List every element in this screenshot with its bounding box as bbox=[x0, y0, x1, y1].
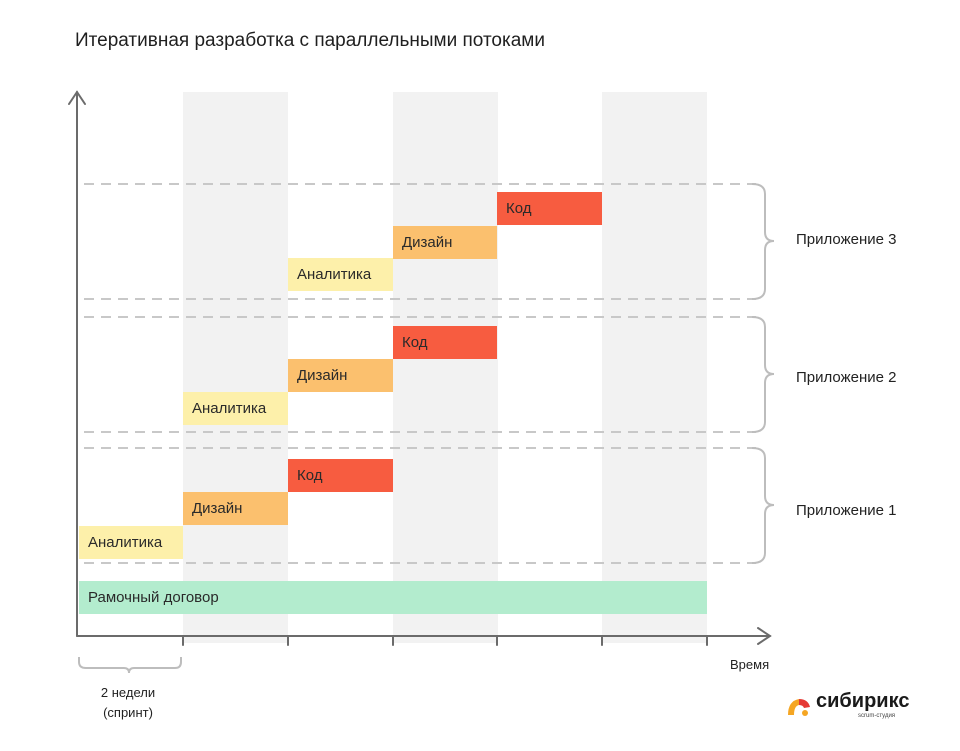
sprint-note-line-2: (спринт) bbox=[103, 705, 153, 720]
app-3-code: Код bbox=[497, 192, 602, 225]
sprint-band bbox=[393, 92, 498, 643]
brand-logo-name: сибирикс bbox=[816, 690, 910, 712]
y-axis-arrow bbox=[68, 90, 86, 105]
framework-bar: Рамочный договор bbox=[79, 581, 707, 614]
app-3-brace bbox=[751, 183, 775, 300]
brand-logo-icon bbox=[788, 699, 810, 716]
app-1-label: Приложение 1 bbox=[796, 502, 897, 519]
app-1-design: Дизайн bbox=[183, 492, 288, 525]
app-2-code: Код bbox=[393, 326, 497, 359]
sprint-band bbox=[183, 92, 288, 643]
x-axis-arrow bbox=[757, 627, 772, 645]
app-2-label: Приложение 2 bbox=[796, 369, 897, 386]
app-3-analytics: Аналитика bbox=[288, 258, 393, 291]
x-axis-label: Время bbox=[730, 657, 770, 672]
app-1-analytics: Аналитика bbox=[79, 526, 183, 559]
app-2-design: Дизайн bbox=[288, 359, 393, 392]
app-1-brace bbox=[751, 447, 775, 564]
sprint-note: 2 недели (спринт) bbox=[80, 683, 176, 723]
sprint-band bbox=[602, 92, 707, 643]
app-2-analytics: Аналитика bbox=[183, 392, 288, 425]
sprint-note-line-1: 2 недели bbox=[100, 685, 156, 700]
brand-logo: сибирикс scrum-студия bbox=[786, 689, 916, 725]
app-2-brace bbox=[751, 316, 775, 433]
sprint-bracket bbox=[78, 657, 182, 674]
app-3-label: Приложение 3 bbox=[796, 231, 897, 248]
brand-logo-subtitle: scrum-студия bbox=[858, 713, 896, 719]
page-title: Итеративная разработка с параллельными п… bbox=[75, 30, 545, 51]
app-3-design: Дизайн bbox=[393, 226, 497, 259]
app-1-code: Код bbox=[288, 459, 393, 492]
